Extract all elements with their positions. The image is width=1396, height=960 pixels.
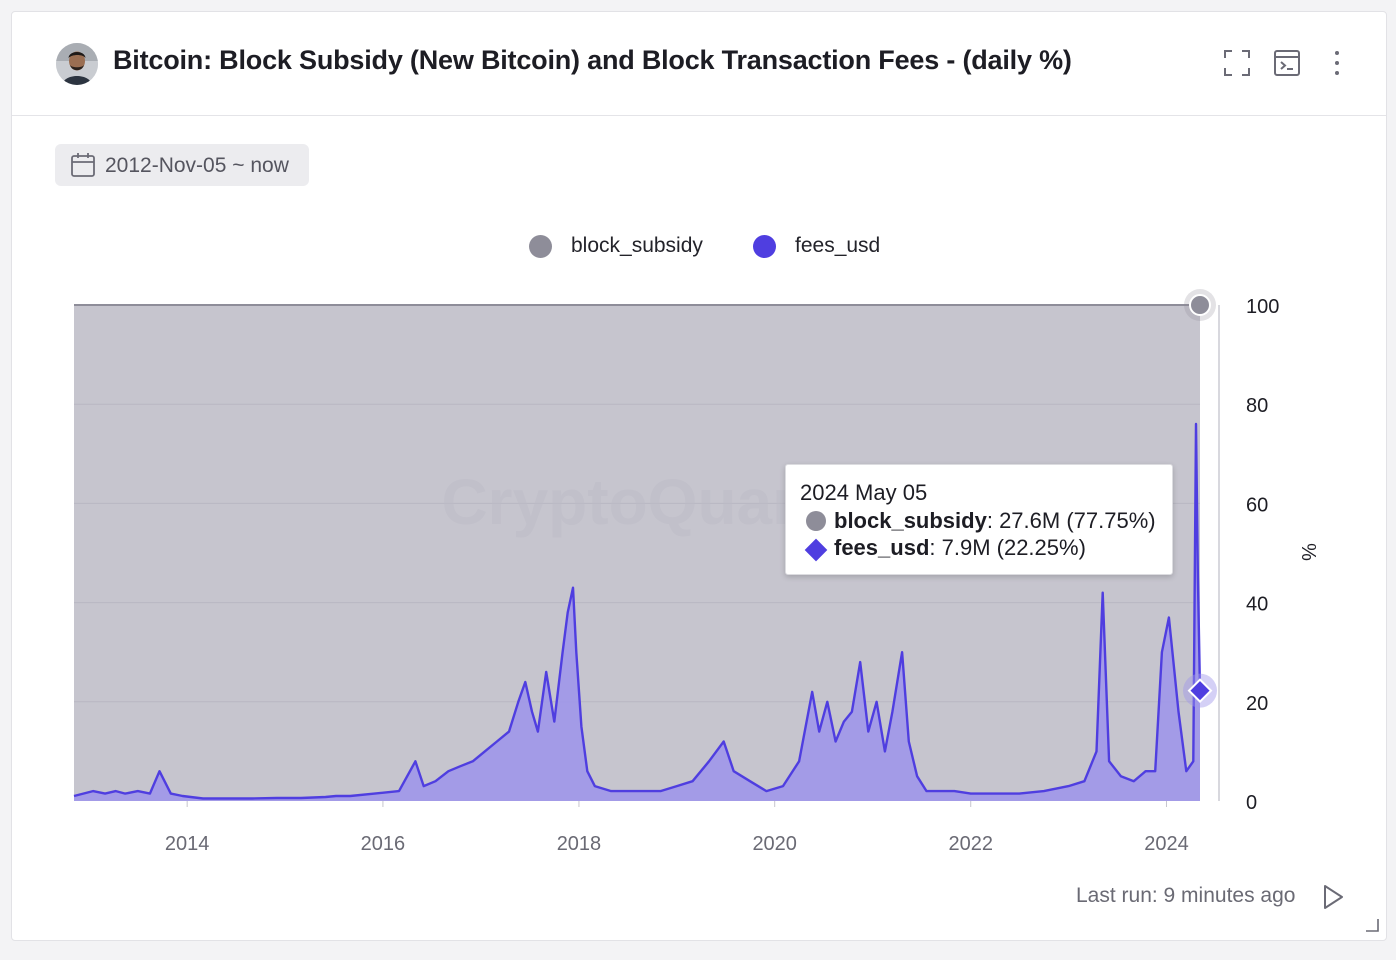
tooltip-series-value: : 27.6M (77.75%) [986,508,1156,533]
legend-item-block-subsidy[interactable]: block_subsidy [529,232,729,262]
chart-tooltip: 2024 May 05 block_subsidy: 27.6M (77.75%… [785,464,1173,575]
x-tick-label: 2020 [752,833,797,855]
y-tick-label: 80 [1246,395,1268,417]
y-axis-label: % [1297,543,1319,561]
more-vertical-icon[interactable] [1324,49,1352,77]
fees-usd-line [73,422,1202,800]
x-tick-label: 2014 [165,833,210,855]
calendar-icon [71,153,95,177]
x-tick-label: 2024 [1144,833,1189,855]
last-run-status: Last run: 9 minutes ago [1076,884,1296,907]
avatar-image [56,43,98,85]
hover-marker-block-subsidy [1189,294,1211,316]
chart-title: Bitcoin: Block Subsidy (New Bitcoin) and… [113,45,1072,75]
resize-handle-icon[interactable] [1365,918,1379,932]
avatar[interactable] [56,43,98,85]
legend-item-fees-usd[interactable]: fees_usd [753,232,903,262]
legend-label: fees_usd [795,234,881,257]
tooltip-series-value: : 7.9M (22.25%) [929,535,1086,560]
diamond-marker-icon [804,538,828,562]
legend-marker [753,235,776,258]
date-range-picker[interactable]: 2012-Nov-05 ~ now [55,144,309,186]
tooltip-row-block-subsidy: block_subsidy: 27.6M (77.75%) [806,508,1156,534]
tooltip-date: 2024 May 05 [800,480,928,505]
y-tick-label: 60 [1246,494,1268,516]
chart-card: Bitcoin: Block Subsidy (New Bitcoin) and… [11,11,1387,941]
tooltip-row-fees-usd: fees_usd: 7.9M (22.25%) [804,535,1086,562]
tooltip-series-name: block_subsidy [834,508,987,533]
x-tick-label: 2016 [361,833,406,855]
y-tick-label: 40 [1246,594,1268,616]
date-range-label: 2012-Nov-05 ~ now [105,154,289,177]
watermark-text: CryptoQuant [441,466,832,538]
tooltip-series-name: fees_usd [834,535,930,560]
play-icon[interactable] [1320,883,1346,911]
hover-marker-fees-usd [1187,678,1213,704]
y-tick-label: 0 [1246,792,1257,814]
x-tick-label: 2018 [557,833,602,855]
chart-plot[interactable]: CryptoQuant 0 20 40 60 80 100% 2014 2016 2018 2020… [12,12,1386,940]
fullscreen-icon[interactable] [1223,49,1251,77]
y-tick-label: 20 [1246,693,1268,715]
x-tick-label: 2022 [948,833,993,855]
legend-marker [529,235,552,258]
query-editor-icon[interactable] [1273,49,1301,77]
y-tick-label: 100 [1246,296,1279,318]
card-header: Bitcoin: Block Subsidy (New Bitcoin) and… [12,12,1386,116]
circle-marker-icon [806,511,826,531]
legend-label: block_subsidy [571,234,703,257]
